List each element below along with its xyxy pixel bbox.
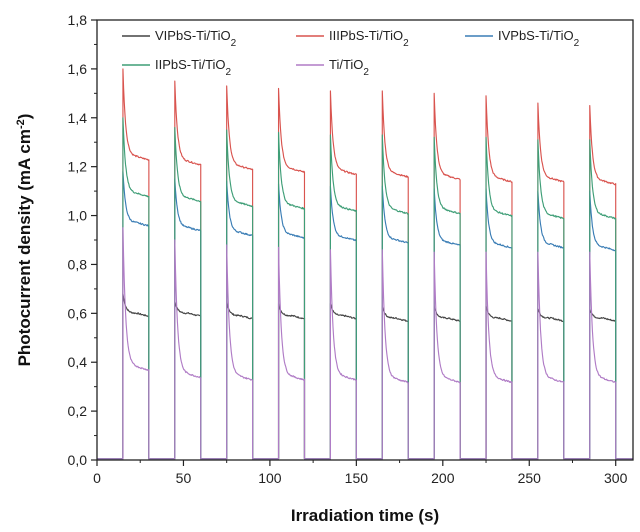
y-tick-label: 1,0 [68,208,88,224]
legend: VIPbS-Ti/TiO2 IIIPbS-Ti/TiO2 IVPbS-Ti/TiO2… [122,28,580,78]
y-tick-label: 0,0 [68,452,88,468]
x-tick-label: 0 [93,470,101,486]
legend-label: Ti/TiO2 [329,57,369,78]
series-line [97,117,633,460]
x-tick-label: 200 [431,470,455,486]
x-tick-label: 250 [518,470,542,486]
y-tick-label: 1,6 [68,61,88,77]
legend-label: IIIPbS-Ti/TiO2 [329,28,409,49]
y-tick-label: 1,8 [68,12,88,28]
y-tick-label: 0,4 [68,354,88,370]
x-tick-label: 100 [258,470,282,486]
x-tick-label: 300 [604,470,628,486]
series-line [97,227,633,460]
legend-label: IIPbS-Ti/TiO2 [155,57,232,78]
y-axis: 0,0 0,2 0,4 0,6 0,8 1,0 1,2 1,4 1,6 1,8 [68,12,97,468]
plot-frame [96,19,634,461]
legend-label: IVPbS-Ti/TiO2 [498,28,580,49]
y-tick-label: 0,2 [68,403,88,419]
y-tick-label: 1,2 [68,159,88,175]
y-tick-label: 0,6 [68,305,88,321]
x-axis-title: Irradiation time (s) [291,506,439,525]
y-axis-title: Photocurrent density (mA cm-2) [15,114,34,367]
y-tick-label: 0,8 [68,256,88,272]
legend-label: VIPbS-Ti/TiO2 [155,28,237,49]
x-tick-label: 150 [345,470,369,486]
series-line [97,68,633,460]
x-tick-label: 50 [176,470,192,486]
x-axis: 0 50 100 150 200 250 300 [93,460,628,486]
series-traces [97,68,633,460]
y-tick-label: 1,4 [68,110,88,126]
